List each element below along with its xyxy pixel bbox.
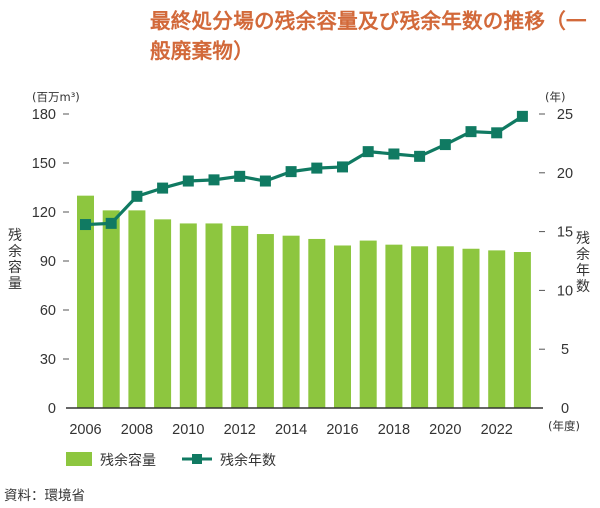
right-axis: 0 5 10 15 20 25 xyxy=(539,107,573,417)
x-tick-label: 2016 xyxy=(326,422,358,438)
bar xyxy=(411,246,429,408)
bar xyxy=(436,246,454,408)
bar xyxy=(513,252,531,408)
line-marker xyxy=(259,175,271,187)
left-tick-label: 60 xyxy=(40,303,56,319)
bar xyxy=(256,234,274,408)
legend: 残余容量 残余年数 xyxy=(66,452,276,469)
right-axis-label-char: 数 xyxy=(576,279,590,295)
line-marker xyxy=(182,175,194,187)
line-series xyxy=(80,110,528,231)
bar xyxy=(488,250,506,408)
bar xyxy=(128,210,146,408)
left-axis-label-char: 量 xyxy=(8,276,22,292)
x-tick-label: 2012 xyxy=(224,422,256,438)
x-tick-label: 2014 xyxy=(275,422,307,438)
bar xyxy=(102,210,120,408)
bar xyxy=(462,248,480,408)
x-tick-label: 2022 xyxy=(481,422,513,438)
right-axis-label-char: 残 xyxy=(576,231,590,247)
bar xyxy=(205,223,223,408)
line-marker xyxy=(157,182,169,194)
line-path xyxy=(85,115,524,227)
left-tick-label: 90 xyxy=(40,254,56,270)
bar xyxy=(308,238,326,408)
legend-bar-label: 残余容量 xyxy=(100,452,156,469)
x-axis: 2006 2008 2010 2012 2014 2016 2018 2020 2022 xyxy=(69,422,512,438)
bar xyxy=(385,244,403,408)
left-tick-label: 180 xyxy=(32,107,56,123)
line-marker xyxy=(131,190,143,202)
x-tick-label: 2020 xyxy=(429,422,461,438)
line-marker xyxy=(414,150,426,162)
right-tick-label: 25 xyxy=(557,107,573,123)
right-tick-label: 15 xyxy=(557,225,573,241)
bar xyxy=(179,223,197,408)
x-tick-label: 2018 xyxy=(378,422,410,438)
bar xyxy=(231,225,249,408)
line-marker xyxy=(285,166,297,178)
line-marker xyxy=(465,126,477,138)
bar xyxy=(77,195,94,408)
bar xyxy=(359,240,377,408)
line-marker xyxy=(105,217,117,229)
right-axis-label-char: 年 xyxy=(576,263,590,279)
x-axis-unit: (年度) xyxy=(548,419,580,433)
left-axis-unit: (百万m³) xyxy=(32,90,80,104)
line-marker xyxy=(516,110,528,122)
left-axis-label-char: 余 xyxy=(8,243,22,260)
right-tick-label: 5 xyxy=(561,342,569,358)
left-tick-label: 30 xyxy=(40,352,56,368)
legend-line-label: 残余年数 xyxy=(220,452,276,469)
right-axis-unit: (年) xyxy=(545,90,565,104)
left-tick-label: 150 xyxy=(32,156,56,172)
right-axis-label: 残余年数 xyxy=(576,231,590,295)
bar xyxy=(282,235,300,408)
bar xyxy=(334,245,351,408)
line-marker xyxy=(337,161,348,173)
line-marker xyxy=(80,219,91,231)
line-marker xyxy=(439,139,451,151)
left-axis-label-char: 残 xyxy=(8,228,22,244)
left-tick-label: 120 xyxy=(32,205,56,221)
legend-line-marker xyxy=(192,454,202,464)
line-marker xyxy=(234,170,246,182)
x-tick-label: 2006 xyxy=(69,422,101,438)
bar xyxy=(154,219,172,408)
source-note: 資料：環境省 xyxy=(4,488,85,504)
line-marker xyxy=(208,174,220,186)
chart-title: 最終処分場の残余容量及び残余年数の推移（一般廃棄物） xyxy=(150,9,587,63)
x-tick-label: 2010 xyxy=(172,422,204,438)
legend-bar-swatch xyxy=(66,452,92,466)
left-axis: 0 30 60 90 120 150 180 xyxy=(32,107,69,417)
right-tick-label: 0 xyxy=(561,401,569,417)
left-axis-label: 残余容量 xyxy=(8,228,22,292)
line-marker xyxy=(388,148,400,160)
right-tick-label: 10 xyxy=(557,283,573,299)
right-tick-label: 20 xyxy=(557,166,573,182)
line-marker xyxy=(311,162,323,174)
bar-series xyxy=(77,195,531,408)
line-marker xyxy=(491,127,503,139)
x-tick-label: 2008 xyxy=(121,422,153,438)
left-axis-label-char: 容 xyxy=(8,259,22,276)
left-tick-label: 0 xyxy=(48,401,56,417)
right-axis-label-char: 余 xyxy=(576,246,590,263)
line-marker xyxy=(362,146,374,158)
